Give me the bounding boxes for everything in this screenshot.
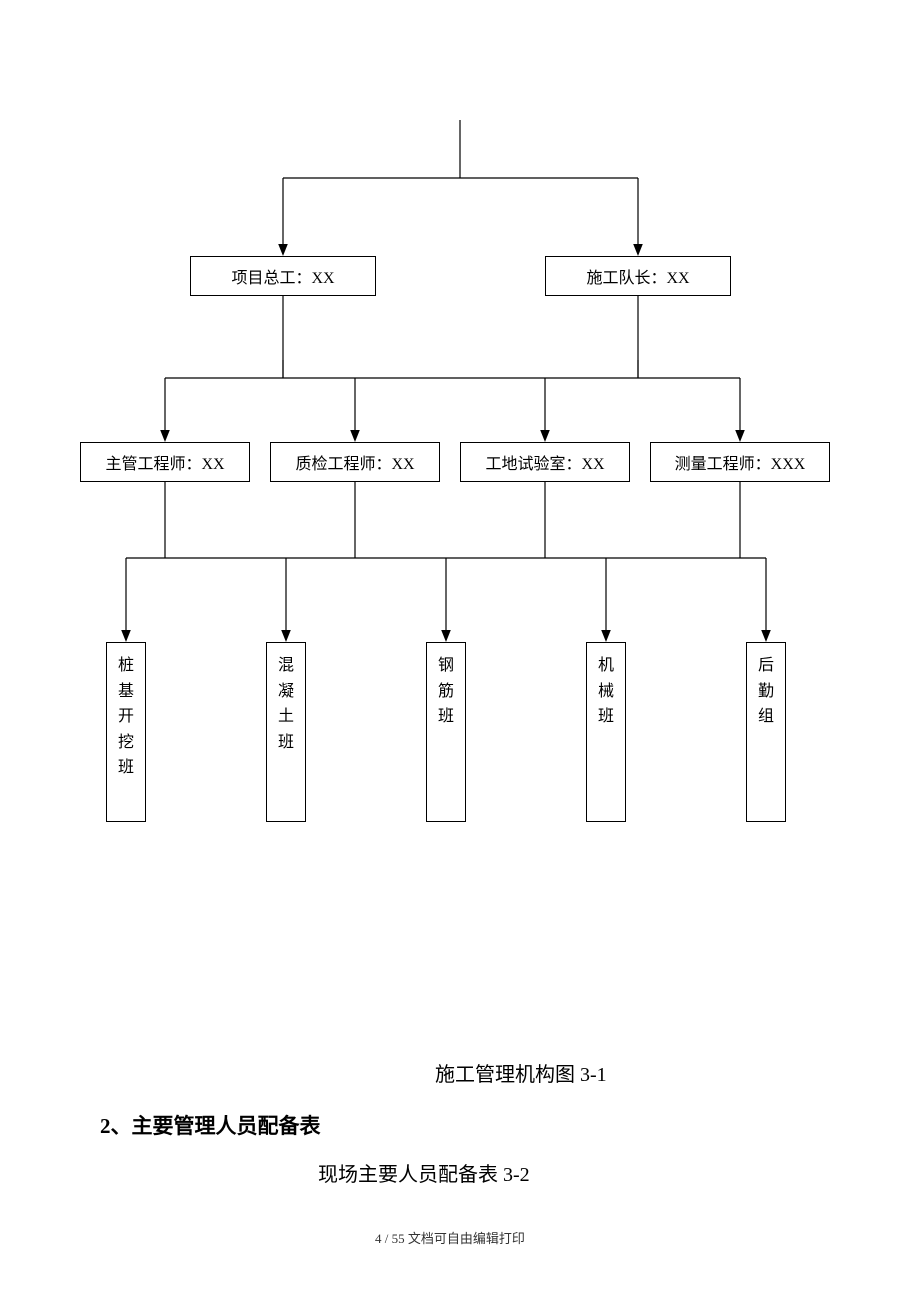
table-caption: 现场主要人员配备表 3-2 [318, 1158, 530, 1187]
node-supervisor: 主管工程师：XX [80, 442, 250, 482]
node-site_lab: 工地试验室：XX [460, 442, 630, 482]
figure-caption: 施工管理机构图 3-1 [435, 1058, 607, 1087]
node-concrete_team: 混凝土班 [266, 642, 306, 822]
node-chief_engineer: 项目总工：XX [190, 256, 376, 296]
node-survey_engineer: 测量工程师：XXX [650, 442, 830, 482]
node-team_leader: 施工队长：XX [545, 256, 731, 296]
section-heading-2: 2、主要管理人员配备表 [100, 1110, 321, 1140]
node-logistics_team: 后勤组 [746, 642, 786, 822]
node-machinery_team: 机械班 [586, 642, 626, 822]
page-footer: 4 / 55 文档可自由编辑打印 [375, 1228, 525, 1247]
node-qc_engineer: 质检工程师：XX [270, 442, 440, 482]
node-pile_team: 桩基开挖班 [106, 642, 146, 822]
node-rebar_team: 钢筋班 [426, 642, 466, 822]
